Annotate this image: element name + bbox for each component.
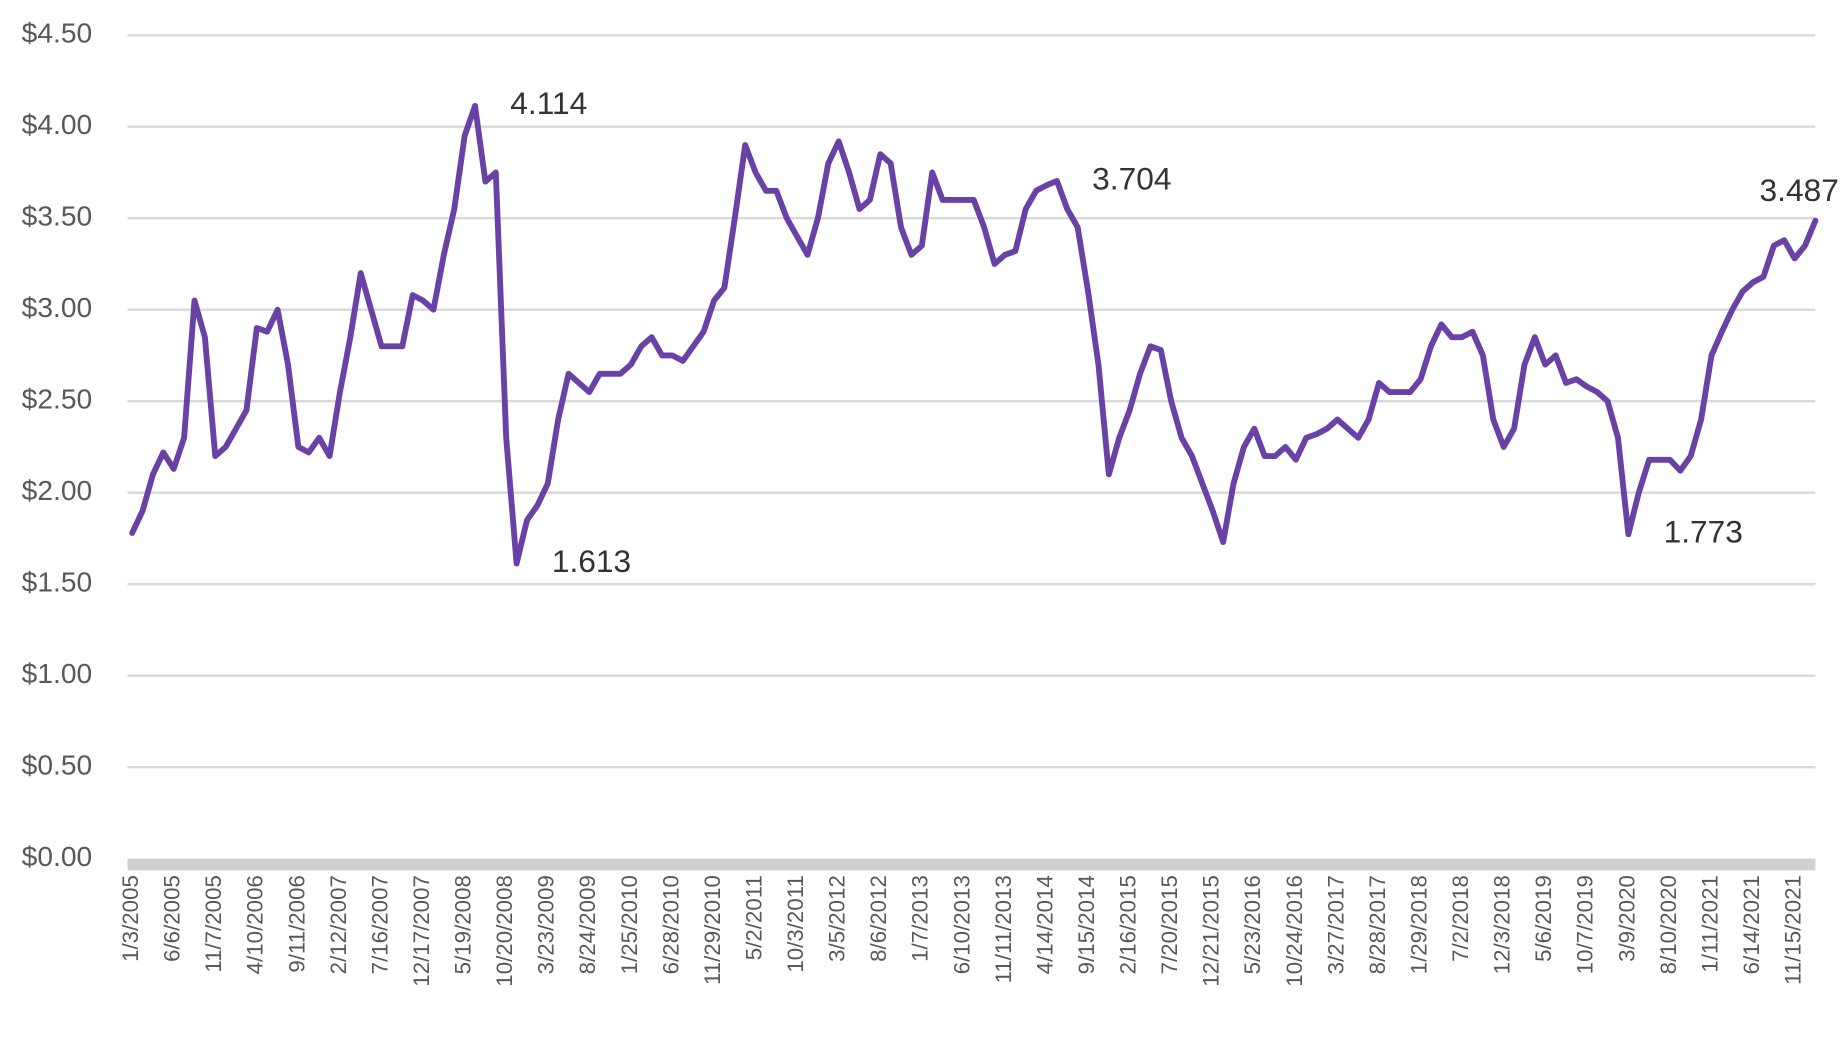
x-tick-label: 8/24/2009 bbox=[575, 875, 600, 974]
x-tick-label: 11/15/2021 bbox=[1781, 875, 1806, 985]
x-tick-label: 11/11/2013 bbox=[991, 875, 1016, 983]
x-tick-label: 12/3/2018 bbox=[1490, 875, 1515, 974]
x-tick-label: 4/10/2006 bbox=[243, 875, 268, 974]
y-tick-label: $3.50 bbox=[22, 200, 93, 232]
x-tick-label: 7/2/2018 bbox=[1448, 875, 1473, 962]
y-tick-label: $2.50 bbox=[22, 383, 93, 415]
x-tick-label: 12/17/2007 bbox=[409, 875, 434, 987]
x-tick-label: 1/29/2018 bbox=[1406, 875, 1431, 974]
y-tick-label: $4.00 bbox=[22, 108, 93, 140]
x-tick-label: 6/28/2010 bbox=[658, 875, 683, 974]
x-tick-label: 5/2/2011 bbox=[741, 875, 766, 960]
x-tick-label: 1/7/2013 bbox=[908, 875, 933, 962]
y-tick-label: $0.50 bbox=[22, 749, 93, 781]
x-tick-label: 5/23/2016 bbox=[1240, 875, 1265, 974]
x-tick-label: 8/28/2017 bbox=[1365, 875, 1390, 974]
x-tick-label: 11/29/2010 bbox=[700, 875, 725, 985]
x-tick-label: 10/20/2008 bbox=[492, 875, 517, 987]
x-tick-label: 2/16/2015 bbox=[1116, 875, 1141, 974]
x-tick-label: 2/12/2007 bbox=[326, 875, 351, 974]
x-tick-label: 5/6/2019 bbox=[1531, 875, 1556, 962]
y-tick-label: $1.00 bbox=[22, 657, 93, 689]
x-tick-label: 4/14/2014 bbox=[1032, 875, 1057, 974]
x-tick-label: 10/3/2011 bbox=[783, 875, 808, 973]
x-tick-label: 3/9/2020 bbox=[1614, 875, 1639, 962]
x-tick-label: 1/11/2021 bbox=[1697, 875, 1722, 973]
x-tick-label: 6/6/2005 bbox=[160, 875, 185, 962]
x-tick-label: 3/5/2012 bbox=[825, 875, 850, 962]
y-tick-label: $4.50 bbox=[22, 17, 93, 49]
x-tick-label: 6/14/2021 bbox=[1739, 875, 1764, 974]
x-tick-label: 8/6/2012 bbox=[866, 875, 891, 962]
x-tick-label: 1/3/2005 bbox=[118, 875, 143, 962]
x-tick-label: 9/15/2014 bbox=[1074, 875, 1099, 974]
data-label: 3.704 bbox=[1092, 160, 1171, 196]
x-tick-label: 10/24/2016 bbox=[1282, 875, 1307, 987]
x-tick-label: 1/25/2010 bbox=[617, 875, 642, 974]
x-tick-label: 7/20/2015 bbox=[1157, 875, 1182, 974]
price-line bbox=[129, 102, 1819, 567]
x-tick-label: 5/19/2008 bbox=[451, 875, 476, 974]
x-tick-label: 3/27/2017 bbox=[1323, 875, 1348, 974]
x-tick-label: 9/11/2006 bbox=[284, 875, 309, 973]
x-tick-label: 11/7/2005 bbox=[201, 875, 226, 973]
data-label: 3.487 bbox=[1760, 172, 1839, 208]
x-tick-label: 10/7/2019 bbox=[1573, 875, 1598, 974]
data-label: 4.114 bbox=[510, 85, 587, 121]
y-tick-label: $1.50 bbox=[22, 566, 93, 598]
y-tick-label: $0.00 bbox=[22, 840, 93, 872]
data-label: 1.613 bbox=[552, 543, 631, 579]
x-tick-label: 12/21/2015 bbox=[1199, 875, 1224, 987]
x-tick-label: 7/16/2007 bbox=[367, 875, 392, 974]
y-tick-label: $3.00 bbox=[22, 291, 93, 323]
x-tick-label: 6/10/2013 bbox=[949, 875, 974, 974]
x-tick-label: 3/23/2009 bbox=[534, 875, 559, 974]
y-tick-label: $2.00 bbox=[22, 474, 93, 506]
data-label: 1.773 bbox=[1664, 514, 1743, 550]
x-tick-label: 8/10/2020 bbox=[1656, 875, 1681, 974]
